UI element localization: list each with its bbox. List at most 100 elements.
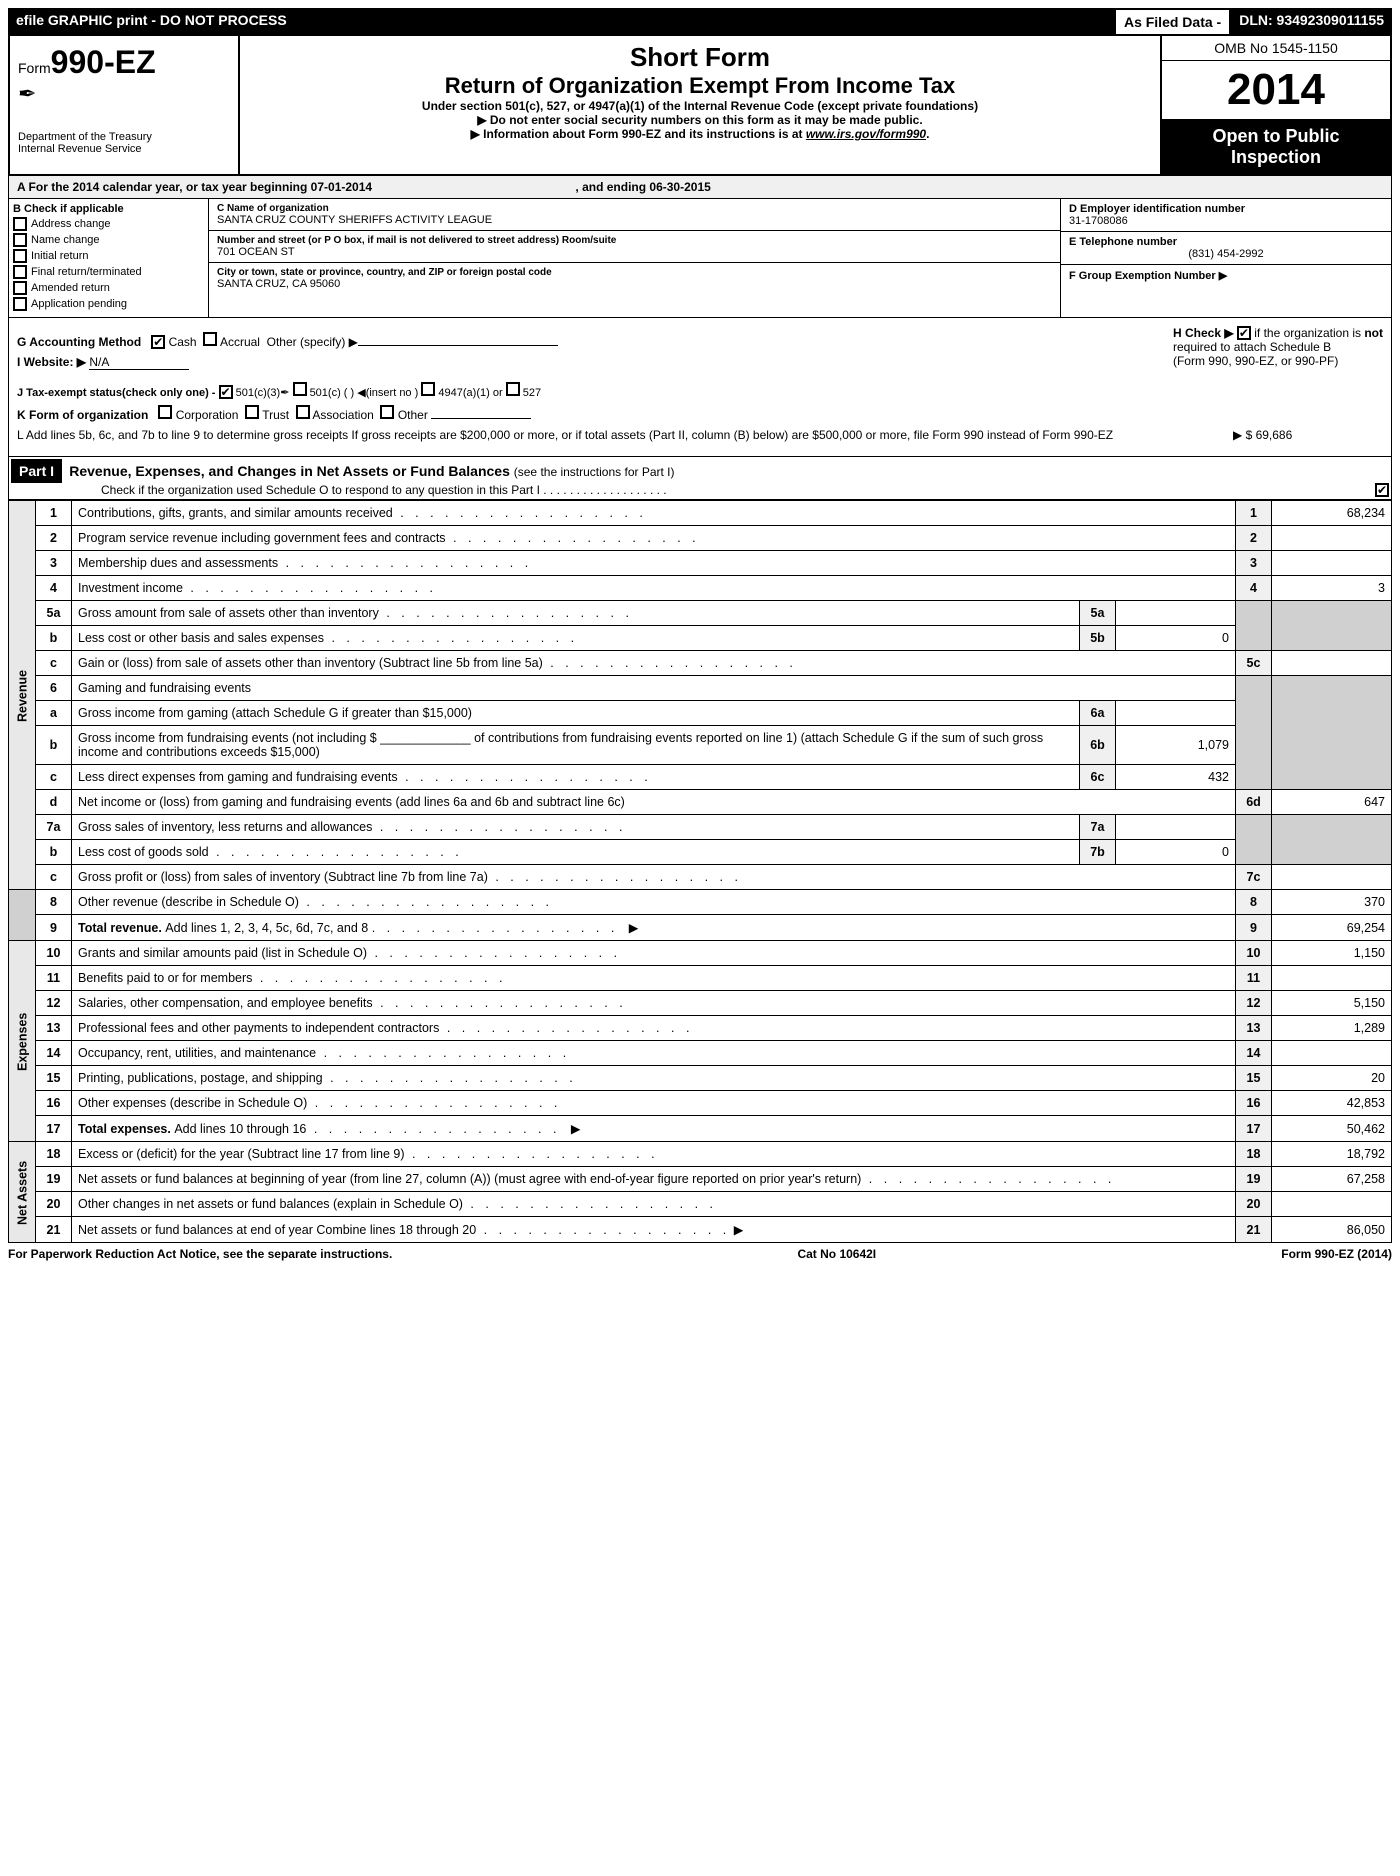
line-k: K Form of organization Corporation Trust… xyxy=(17,405,1383,422)
line-21-desc: Net assets or fund balances at end of ye… xyxy=(78,1223,476,1237)
line-no-6: 6 xyxy=(36,676,72,701)
main-table: Revenue 1 Contributions, gifts, grants, … xyxy=(8,500,1392,1243)
line-3-val xyxy=(1272,551,1392,576)
checkbox-final-return[interactable] xyxy=(13,265,27,279)
line-no-8: 8 xyxy=(36,890,72,915)
checkbox-assoc[interactable] xyxy=(296,405,310,419)
checkbox-h[interactable] xyxy=(1237,326,1251,340)
final-no-12: 12 xyxy=(1236,991,1272,1016)
line-no-2: 2 xyxy=(36,526,72,551)
j-d: 527 xyxy=(523,387,541,399)
line-4-val: 3 xyxy=(1272,576,1392,601)
line-no-10: 10 xyxy=(36,941,72,966)
g-accrual: Accrual xyxy=(220,335,260,349)
note-2: ▶ Information about Form 990-EZ and its … xyxy=(246,127,1154,141)
h-text3: required to attach Schedule B xyxy=(1173,340,1383,354)
line-no-17: 17 xyxy=(36,1116,72,1142)
part1-check-row: Check if the organization used Schedule … xyxy=(11,483,1389,497)
line-1-val: 68,234 xyxy=(1272,501,1392,526)
mini-no-7b: 7b xyxy=(1080,840,1116,865)
line-6d-val: 647 xyxy=(1272,790,1392,815)
line-13-desc: Professional fees and other payments to … xyxy=(78,1021,693,1035)
line-18-val: 18,792 xyxy=(1272,1142,1392,1167)
checkbox-accrual[interactable] xyxy=(203,332,217,346)
line-6b-mval: 1,079 xyxy=(1116,726,1236,765)
checkbox-501c[interactable] xyxy=(293,382,307,396)
line-19-desc: Net assets or fund balances at beginning… xyxy=(78,1172,861,1186)
checkbox-name-change[interactable] xyxy=(13,233,27,247)
form-title: Return of Organization Exempt From Incom… xyxy=(246,73,1154,99)
line-no-7c: c xyxy=(36,865,72,890)
line-7b-desc: Less cost of goods sold xyxy=(78,845,463,859)
website-value: N/A xyxy=(89,355,189,370)
checkbox-trust[interactable] xyxy=(245,405,259,419)
final-no-15: 15 xyxy=(1236,1066,1272,1091)
line-5c-val xyxy=(1272,651,1392,676)
side-revenue: Revenue xyxy=(9,501,36,890)
line-no-14: 14 xyxy=(36,1041,72,1066)
checkbox-501c3[interactable] xyxy=(219,385,233,399)
checkbox-other[interactable] xyxy=(380,405,394,419)
final-no-2: 2 xyxy=(1236,526,1272,551)
final-no-5c: 5c xyxy=(1236,651,1272,676)
line-11-desc: Benefits paid to or for members xyxy=(78,971,506,985)
line-no-18: 18 xyxy=(36,1142,72,1167)
short-form: Short Form xyxy=(246,42,1154,73)
checkbox-address-change[interactable] xyxy=(13,217,27,231)
line-5a-mval xyxy=(1116,601,1236,626)
line-4-desc: Investment income xyxy=(78,581,437,595)
i-label: I Website: ▶ xyxy=(17,355,86,369)
final-no-20: 20 xyxy=(1236,1192,1272,1217)
page-footer: For Paperwork Reduction Act Notice, see … xyxy=(8,1243,1392,1265)
l-text: L Add lines 5b, 6c, and 7b to line 9 to … xyxy=(17,428,1233,442)
side-expenses: Expenses xyxy=(9,941,36,1142)
org-city: SANTA CRUZ, CA 95060 xyxy=(217,278,1052,290)
k-trust: Trust xyxy=(262,408,289,422)
line-no-19: 19 xyxy=(36,1167,72,1192)
side-netassets: Net Assets xyxy=(9,1142,36,1243)
line-7c-desc: Gross profit or (loss) from sales of inv… xyxy=(78,870,742,884)
checkbox-schedule-o[interactable] xyxy=(1375,483,1389,497)
part1-title: Revenue, Expenses, and Changes in Net As… xyxy=(65,463,513,479)
mini-no-6c: 6c xyxy=(1080,765,1116,790)
c-name-label: C Name of organization xyxy=(217,203,1052,214)
line-j: J Tax-exempt status(check only one) - 50… xyxy=(17,382,1383,399)
col-b-head: B Check if applicable xyxy=(13,203,204,215)
checkbox-cash[interactable] xyxy=(151,335,165,349)
phone-value: (831) 454-2992 xyxy=(1069,248,1383,260)
line-6c-desc: Less direct expenses from gaming and fun… xyxy=(78,770,652,784)
final-no-18: 18 xyxy=(1236,1142,1272,1167)
final-no-10: 10 xyxy=(1236,941,1272,966)
line-2-desc: Program service revenue including govern… xyxy=(78,531,700,545)
line-16-desc: Other expenses (describe in Schedule O) xyxy=(78,1096,561,1110)
c-street-label: Number and street (or P O box, if mail i… xyxy=(217,235,1052,246)
topbar-mid: As Filed Data - xyxy=(1114,8,1231,36)
form-header: Form990-EZ ✒ Department of the Treasury … xyxy=(8,36,1392,176)
final-no-3: 3 xyxy=(1236,551,1272,576)
checkbox-amended[interactable] xyxy=(13,281,27,295)
line-5b-mval: 0 xyxy=(1116,626,1236,651)
line-5c-desc: Gain or (loss) from sale of assets other… xyxy=(78,656,797,670)
line-5b-desc: Less cost or other basis and sales expen… xyxy=(78,631,578,645)
checkbox-corp[interactable] xyxy=(158,405,172,419)
footer-right: Form 990-EZ (2014) xyxy=(1281,1247,1392,1261)
line-15-desc: Printing, publications, postage, and shi… xyxy=(78,1071,577,1085)
checkbox-initial-return[interactable] xyxy=(13,249,27,263)
checkbox-527[interactable] xyxy=(506,382,520,396)
line-no-1: 1 xyxy=(36,501,72,526)
line-no-6c: c xyxy=(36,765,72,790)
final-no-13: 13 xyxy=(1236,1016,1272,1041)
footer-left: For Paperwork Reduction Act Notice, see … xyxy=(8,1247,392,1261)
label-name-change: Name change xyxy=(31,234,100,246)
checkbox-application-pending[interactable] xyxy=(13,297,27,311)
topbar-right: DLN: 93492309011155 xyxy=(1231,8,1392,36)
line-7a-mval xyxy=(1116,815,1236,840)
col-def: D Employer identification number 31-1708… xyxy=(1061,199,1391,317)
line-6a-mval xyxy=(1116,701,1236,726)
line-no-6b: b xyxy=(36,726,72,765)
line-18-desc: Excess or (deficit) for the year (Subtra… xyxy=(78,1147,659,1161)
checkbox-4947[interactable] xyxy=(421,382,435,396)
line-6d-desc: Net income or (loss) from gaming and fun… xyxy=(72,790,1236,815)
label-final-return: Final return/terminated xyxy=(31,266,142,278)
line-10-desc: Grants and similar amounts paid (list in… xyxy=(78,946,621,960)
